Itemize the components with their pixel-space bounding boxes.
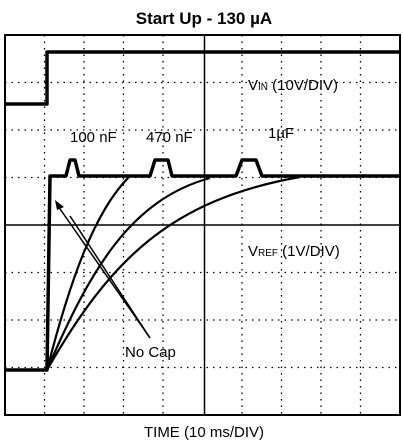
curve-470nf (45, 176, 211, 371)
annotation: No Cap (125, 344, 176, 361)
annotation: 1µF (268, 125, 294, 142)
vref-label: VREF (1V/DIV) (248, 243, 340, 260)
vin-trace (5, 50, 400, 106)
vref-trace (5, 158, 400, 372)
vin-label: VIN (10V/DIV) (248, 77, 338, 94)
arrow-line (57, 205, 151, 339)
x-axis-label: TIME (10 ms/DIV) (144, 424, 264, 441)
curve-100nf (45, 175, 131, 371)
curve-1uf (46, 175, 301, 371)
title: Start Up - 130 µA (136, 9, 272, 28)
arrow-line (69, 215, 151, 339)
annotation: 470 nF (146, 129, 193, 146)
arrow-head (55, 200, 64, 210)
annotation: 100 nF (70, 129, 117, 146)
